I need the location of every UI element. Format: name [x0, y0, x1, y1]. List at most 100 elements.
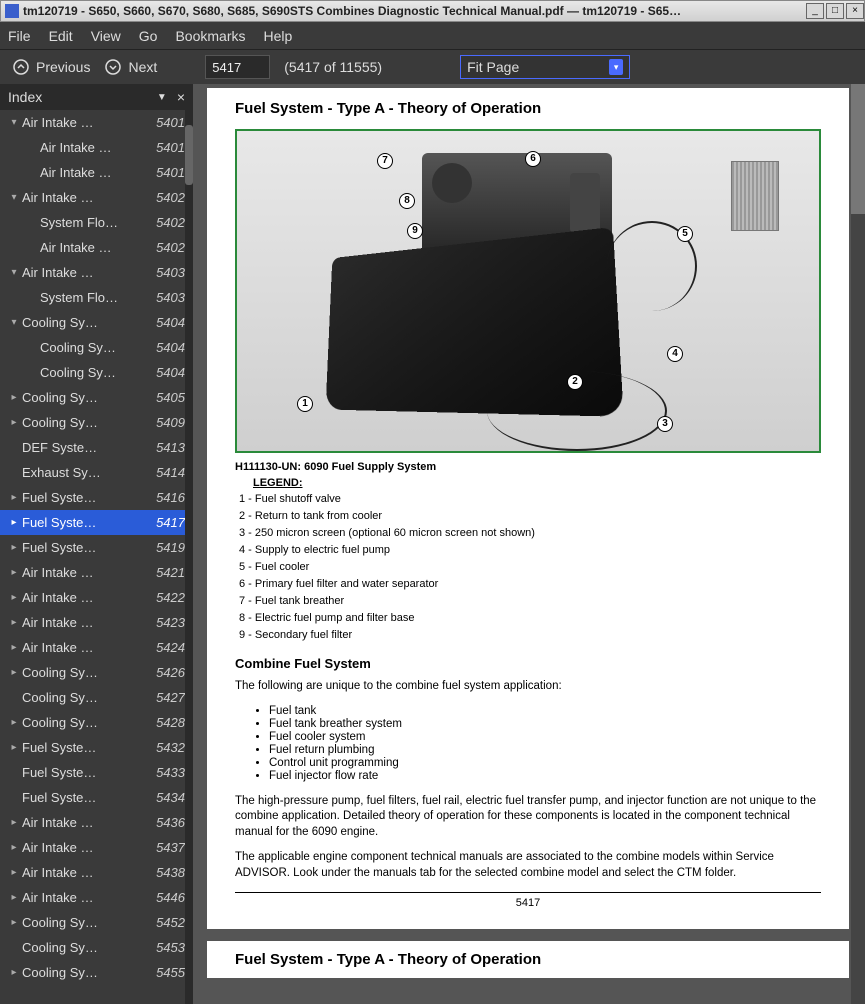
expand-icon: ▸	[8, 617, 20, 628]
next-button[interactable]: Next	[104, 58, 157, 76]
index-item[interactable]: ▾Air Intake …5401	[0, 110, 193, 135]
figure-caption: H111130-UN: 6090 Fuel Supply System	[235, 461, 821, 473]
index-item[interactable]: ▸Air Intake …5438	[0, 860, 193, 885]
index-item[interactable]: Cooling Sy…5427	[0, 685, 193, 710]
content-scrollbar[interactable]	[851, 84, 865, 1004]
index-item[interactable]: ▸Cooling Sy…5455	[0, 960, 193, 985]
index-label: Cooling Sy…	[22, 690, 98, 705]
index-item[interactable]: ▸Cooling Sy…5409	[0, 410, 193, 435]
index-page: 5434	[156, 790, 185, 805]
bullet-item: Fuel tank	[269, 705, 821, 717]
legend-item: 8 - Electric fuel pump and filter base	[239, 610, 821, 627]
close-button[interactable]: ×	[846, 3, 864, 19]
section-heading: Combine Fuel System	[235, 656, 821, 671]
menu-go[interactable]: Go	[139, 28, 158, 44]
index-item[interactable]: Cooling Sy…5404	[0, 335, 193, 360]
sidebar-close-icon[interactable]: ×	[177, 89, 185, 105]
index-item[interactable]: ▸Air Intake …5436	[0, 810, 193, 835]
index-item[interactable]: ▸Cooling Sy…5428	[0, 710, 193, 735]
index-item[interactable]: Fuel Syste…5433	[0, 760, 193, 785]
index-item[interactable]: ▾Air Intake …5403	[0, 260, 193, 285]
index-page: 5446	[156, 890, 185, 905]
index-item[interactable]: ▸Air Intake …5422	[0, 585, 193, 610]
menu-file[interactable]: File	[8, 28, 31, 44]
content-scrollthumb[interactable]	[851, 84, 865, 214]
sidebar-scrollbar[interactable]	[185, 110, 193, 1004]
expand-icon: ▸	[8, 717, 20, 728]
index-item[interactable]: Air Intake …5402	[0, 235, 193, 260]
expand-icon: ▸	[8, 817, 20, 828]
index-item[interactable]: ▸Fuel Syste…5432	[0, 735, 193, 760]
index-item[interactable]: DEF Syste…5413	[0, 435, 193, 460]
callout-7: 7	[377, 153, 393, 169]
index-page: 5414	[156, 465, 185, 480]
index-item[interactable]: Fuel Syste…5434	[0, 785, 193, 810]
app-icon	[5, 4, 19, 18]
index-page: 5402	[156, 215, 185, 230]
index-page: 5423	[156, 615, 185, 630]
menu-view[interactable]: View	[91, 28, 121, 44]
index-item[interactable]: ▸Cooling Sy…5452	[0, 910, 193, 935]
index-label: Cooling Sy…	[22, 965, 98, 980]
index-item[interactable]: ▸Air Intake …5446	[0, 885, 193, 910]
index-item[interactable]: System Flo…5403	[0, 285, 193, 310]
index-item[interactable]: ▸Fuel Syste…5416	[0, 485, 193, 510]
index-page: 5424	[156, 640, 185, 655]
index-item[interactable]: System Flo… 5402	[0, 210, 193, 235]
expand-icon: ▾	[8, 267, 20, 278]
index-page: 5428	[156, 715, 185, 730]
page-number-input[interactable]	[205, 55, 270, 79]
index-label: Air Intake …	[22, 590, 94, 605]
sidebar-menu-icon[interactable]: ▼	[157, 92, 167, 103]
menu-help[interactable]: Help	[264, 28, 293, 44]
index-item[interactable]: ▸Cooling Sy…5426	[0, 660, 193, 685]
index-label: Air Intake …	[22, 865, 94, 880]
previous-button[interactable]: Previous	[12, 58, 90, 76]
sidebar-header: Index ▼ ×	[0, 84, 193, 110]
expand-icon: ▸	[8, 542, 20, 553]
index-page: 5404	[156, 315, 185, 330]
callout-6: 6	[525, 151, 541, 167]
bullet-list: Fuel tankFuel tank breather systemFuel c…	[269, 705, 821, 782]
window-title: tm120719 - S650, S660, S670, S680, S685,…	[23, 4, 804, 18]
expand-icon: ▸	[8, 967, 20, 978]
sidebar-title: Index	[8, 89, 42, 105]
index-item[interactable]: ▸Air Intake …5421	[0, 560, 193, 585]
index-item[interactable]: ▾Cooling Sy…5404	[0, 310, 193, 335]
index-item[interactable]: ▸Air Intake …5437	[0, 835, 193, 860]
index-item[interactable]: Air Intake …5401	[0, 135, 193, 160]
minimize-button[interactable]: _	[806, 3, 824, 19]
index-item[interactable]: Exhaust Sy…5414	[0, 460, 193, 485]
index-item[interactable]: Cooling Sy…5453	[0, 935, 193, 960]
index-item[interactable]: Air Intake …5401	[0, 160, 193, 185]
index-label: Air Intake …	[22, 840, 94, 855]
index-item[interactable]: ▸Fuel Syste…5419	[0, 535, 193, 560]
index-label: Fuel Syste…	[22, 515, 96, 530]
maximize-button[interactable]: □	[826, 3, 844, 19]
index-item[interactable]: ▸Cooling Sy…5405	[0, 385, 193, 410]
index-label: System Flo…	[40, 290, 118, 305]
index-page: 5433	[156, 765, 185, 780]
index-label: System Flo…	[40, 215, 118, 230]
index-label: Air Intake …	[22, 115, 94, 130]
index-item[interactable]: ▾Air Intake …5402	[0, 185, 193, 210]
zoom-select[interactable]: Fit Page ▾	[460, 55, 630, 79]
expand-icon: ▸	[8, 492, 20, 503]
page-count: (5417 of 11555)	[284, 59, 382, 75]
expand-icon: ▸	[8, 892, 20, 903]
callout-3: 3	[657, 416, 673, 432]
index-item[interactable]: ▸Air Intake …5424	[0, 635, 193, 660]
menu-bookmarks[interactable]: Bookmarks	[175, 28, 245, 44]
index-label: Fuel Syste…	[22, 540, 96, 555]
expand-icon: ▸	[8, 667, 20, 678]
index-page: 5405	[156, 390, 185, 405]
index-item[interactable]: Cooling Sy…5404	[0, 360, 193, 385]
menu-edit[interactable]: Edit	[49, 28, 73, 44]
index-item[interactable]: ▸Air Intake …5423	[0, 610, 193, 635]
index-item[interactable]: ▸Fuel Syste…5417	[0, 510, 193, 535]
callout-9: 9	[407, 223, 423, 239]
sidebar-scrollthumb[interactable]	[185, 125, 193, 185]
expand-icon: ▾	[8, 117, 20, 128]
index-page: 5421	[156, 565, 185, 580]
bullet-item: Fuel injector flow rate	[269, 770, 821, 782]
